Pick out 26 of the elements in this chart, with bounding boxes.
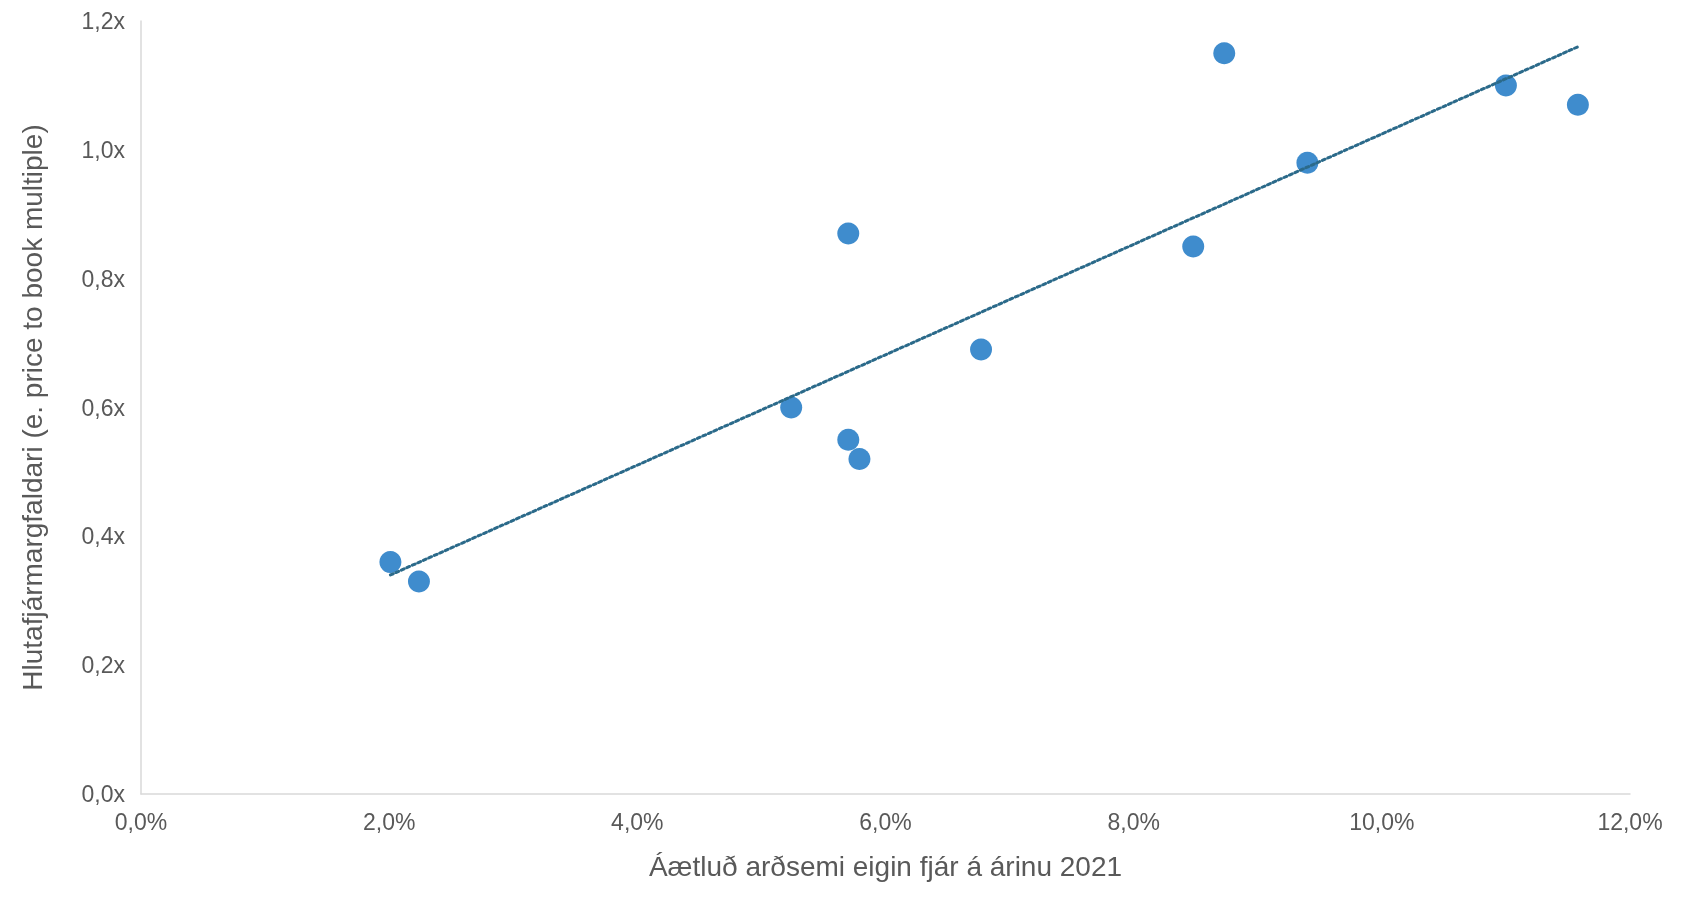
point [1566,93,1589,116]
y-tick-label: 1,0x [81,136,126,163]
point [780,396,803,419]
point [407,570,430,593]
y-tick-label: 1,2x [81,8,126,34]
point [1213,42,1236,65]
x-tick-label: 0,0% [114,808,168,835]
point [379,551,402,574]
y-tick-label: 0,8x [81,265,126,292]
point [1182,235,1205,258]
x-tick-label: 12,0% [1597,808,1663,835]
point [837,222,860,245]
x-tick-label: 6,0% [859,808,912,835]
x-tick-label: 8,0% [1107,808,1160,835]
y-axis-title: Hlutafjármargfaldari (e. price to book multiple) [16,124,48,691]
y-tick-label: 0,4x [81,523,126,550]
point [837,428,860,451]
x-tick-label: 4,0% [611,808,664,835]
x-axis-title: Áætluð arðsemi eigin fjár á árinu 2021 [648,850,1123,882]
point [970,338,993,361]
x-tick-label: 2,0% [362,808,416,835]
x-tick-label: 10,0% [1349,808,1415,835]
y-tick-label: 0,2x [81,652,126,679]
y-tick-label: 0,0x [81,781,126,807]
y-tick-label: 0,6x [81,394,126,421]
point [848,448,871,471]
